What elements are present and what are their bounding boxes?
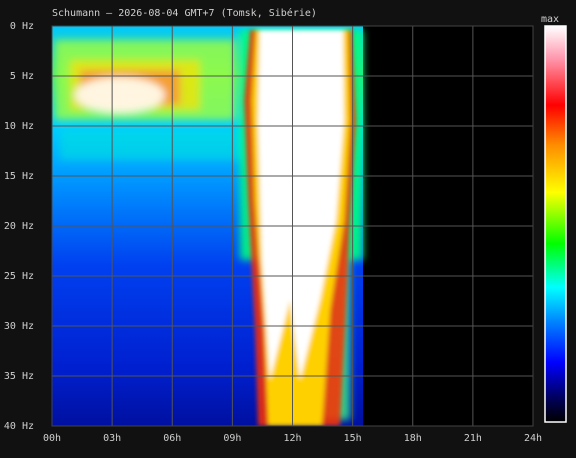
y-tick-label: 15 Hz bbox=[4, 171, 34, 182]
x-tick-label: 15h bbox=[344, 433, 362, 444]
y-tick-label: 40 Hz bbox=[4, 421, 34, 432]
x-tick-label: 18h bbox=[404, 433, 422, 444]
y-tick-label: 5 Hz bbox=[10, 71, 34, 82]
y-tick-label: 25 Hz bbox=[4, 271, 34, 282]
x-tick-label: 21h bbox=[464, 433, 482, 444]
y-tick-label: 35 Hz bbox=[4, 371, 34, 382]
x-tick-label: 06h bbox=[163, 433, 181, 444]
y-tick-label: 0 Hz bbox=[10, 21, 34, 32]
x-tick-label: 24h bbox=[524, 433, 542, 444]
y-tick-label: 10 Hz bbox=[4, 121, 34, 132]
x-tick-label: 09h bbox=[223, 433, 241, 444]
plot-frame bbox=[51, 25, 534, 427]
x-tick-label: 12h bbox=[283, 433, 301, 444]
y-tick-label: 20 Hz bbox=[4, 221, 34, 232]
x-tick-label: 00h bbox=[43, 433, 61, 444]
chart-title: Schumann — 2026-08-04 GMT+7 (Tomsk, Sibé… bbox=[52, 7, 317, 19]
y-tick-label: 30 Hz bbox=[4, 321, 34, 332]
x-tick-label: 03h bbox=[103, 433, 121, 444]
colorbar bbox=[544, 25, 567, 423]
colorbar-label: max bbox=[541, 14, 559, 25]
